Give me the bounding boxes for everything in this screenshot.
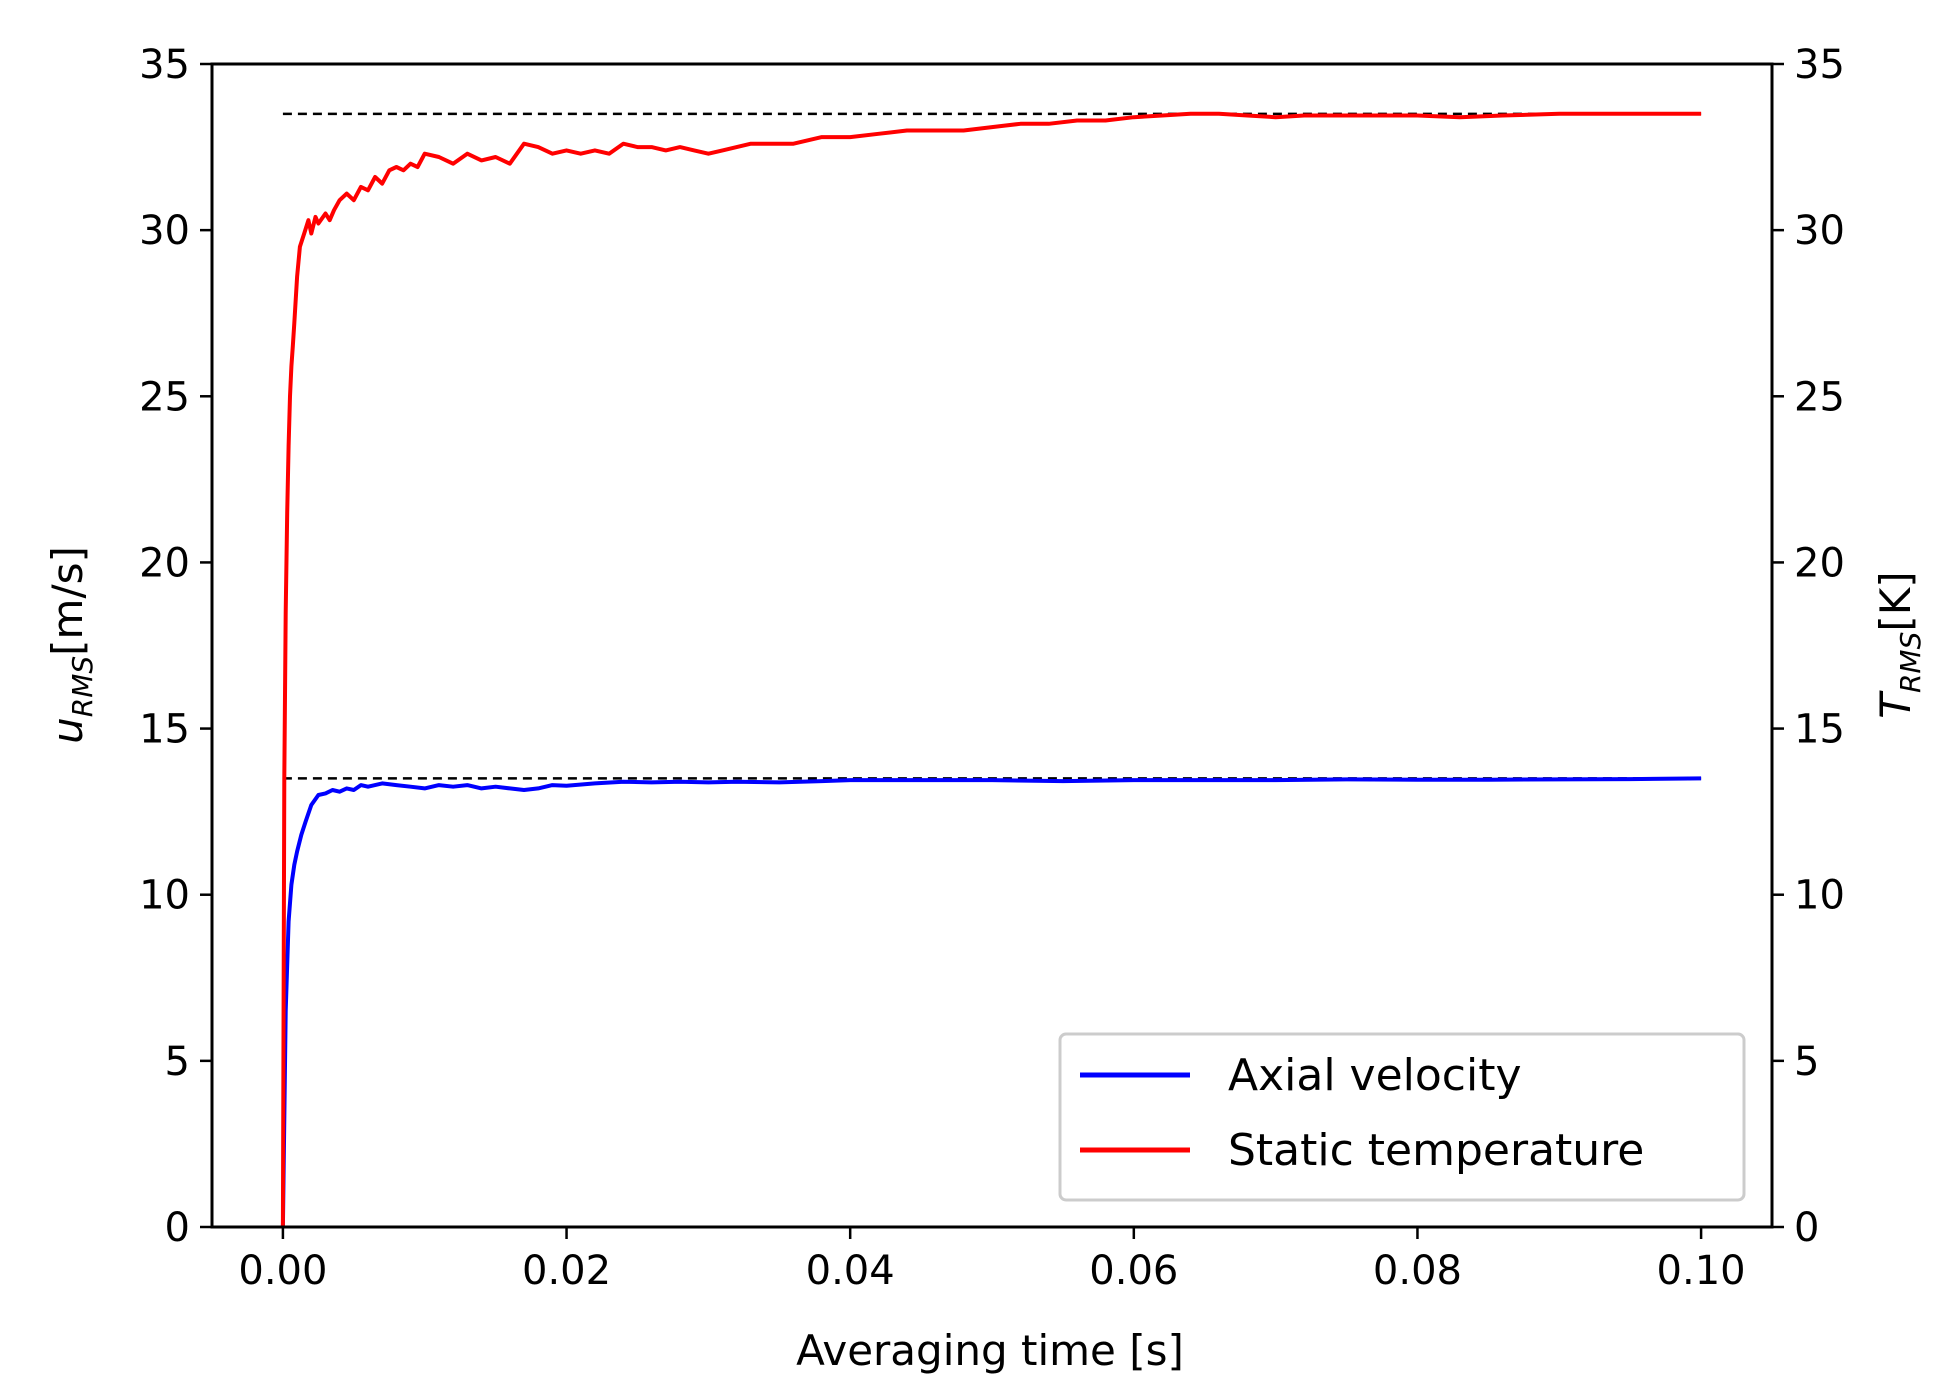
right-y-tick-label: 15	[1794, 707, 1845, 753]
right-y-tick-label: 30	[1794, 208, 1845, 254]
legend: Axial velocity Static temperature	[1058, 1032, 1746, 1202]
left-y-tick-label: 30	[139, 208, 190, 254]
x-axis-ticks: 0.00 0.02 0.04 0.06 0.08 0.10	[238, 1227, 1746, 1294]
legend-box	[1058, 1032, 1746, 1202]
series-line-static-temperature	[280, 111, 1702, 1228]
legend-label-static-temperature: Static temperature	[1228, 1125, 1644, 1176]
left-y-tick-label: 15	[139, 707, 190, 753]
x-axis-label: Averaging time [s]	[796, 1326, 1184, 1375]
x-tick-label: 0.10	[1657, 1248, 1746, 1294]
left-y-tick-label: 10	[139, 873, 190, 919]
left-y-tick-label: 20	[139, 540, 190, 586]
right-y-axis-label: TRMS[K]	[1871, 571, 1927, 718]
plot-frame	[210, 62, 1774, 1229]
right-y-tick-label: 20	[1794, 540, 1845, 586]
right-y-tick-label: 35	[1794, 42, 1845, 88]
left-y-tick-label: 0	[165, 1205, 190, 1251]
x-tick-label: 0.00	[238, 1248, 327, 1294]
x-tick-label: 0.04	[806, 1248, 895, 1294]
right-y-tick-label: 0	[1794, 1205, 1819, 1251]
reference-lines	[282, 112, 1702, 780]
series-line-axial-velocity	[280, 776, 1702, 1228]
left-y-tick-label: 25	[139, 374, 190, 420]
right-y-tick-label: 25	[1794, 374, 1845, 420]
left-y-axis-ticks: 0 5 10 15 20 25 30 35	[139, 42, 212, 1251]
right-y-axis-ticks: 0 5 10 15 20 25 30 35	[1772, 42, 1845, 1251]
right-y-tick-label: 10	[1794, 873, 1845, 919]
left-y-axis-label: uRMS[m/s]	[43, 546, 99, 744]
left-y-tick-label: 5	[165, 1039, 190, 1085]
x-tick-label: 0.08	[1373, 1248, 1462, 1294]
series-lines	[280, 111, 1702, 1228]
left-y-tick-label: 35	[139, 42, 190, 88]
legend-label-axial-velocity: Axial velocity	[1228, 1050, 1522, 1101]
x-tick-label: 0.06	[1089, 1248, 1178, 1294]
x-tick-label: 0.02	[522, 1248, 611, 1294]
right-y-tick-label: 5	[1794, 1039, 1819, 1085]
